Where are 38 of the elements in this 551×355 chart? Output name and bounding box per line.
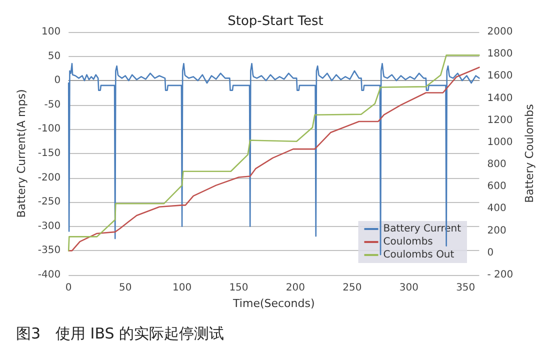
x-tick-label: 250 <box>342 282 362 294</box>
y-tick-label: -150 <box>38 148 61 159</box>
legend-label: Coulombs Out <box>383 250 454 260</box>
y2-tick-label: 1000 <box>487 136 513 148</box>
y2-tick-label: 2000 <box>487 26 513 38</box>
y2-tick-label: 1600 <box>487 70 513 82</box>
y2-tick-label: - 200 <box>487 270 514 280</box>
y2-tick-label: 1400 <box>487 92 513 104</box>
x-tick-label: 50 <box>118 282 132 294</box>
y-axis-title: Battery Current(A mps) <box>15 89 28 218</box>
x-tick-label: 0 <box>65 282 72 294</box>
y-tick-label: -250 <box>38 196 61 208</box>
y2-tick-label: 800 <box>487 159 506 170</box>
y2-tick-label: 200 <box>487 225 506 236</box>
y2-axis-title: Battery Coulombs <box>523 104 536 203</box>
y-tick-label: -300 <box>38 220 61 232</box>
y-tick-label: -100 <box>38 124 61 135</box>
y2-tick-label: 600 <box>487 181 506 192</box>
y2-tick-label: 400 <box>487 203 506 214</box>
y-tick-label: -200 <box>38 172 61 184</box>
y-tick-label: -50 <box>44 99 61 110</box>
x-tick-label: 150 <box>229 282 248 294</box>
y-tick-label: -350 <box>38 245 61 256</box>
x-tick-label: 300 <box>399 282 418 294</box>
y-tick-label: 100 <box>42 26 61 38</box>
y2-tick-label: 0 <box>487 247 494 258</box>
y-tick-label: 50 <box>48 50 61 62</box>
y2-tick-label: 1800 <box>487 48 513 60</box>
legend-label: Coulombs <box>383 236 433 248</box>
x-tick-label: 100 <box>172 282 192 294</box>
x-tick-label: 200 <box>286 282 306 294</box>
x-tick-label: 350 <box>456 282 476 294</box>
y-tick-label: -400 <box>38 270 61 280</box>
caption: 图3 使用 IBS 的实际起停测试 <box>16 324 224 342</box>
x-axis-title: Time(Seconds) <box>232 296 315 310</box>
chart-title: Stop-Start Test <box>228 14 324 29</box>
y2-tick-label: 1200 <box>487 114 513 126</box>
y-tick-label: 0 <box>54 75 61 86</box>
